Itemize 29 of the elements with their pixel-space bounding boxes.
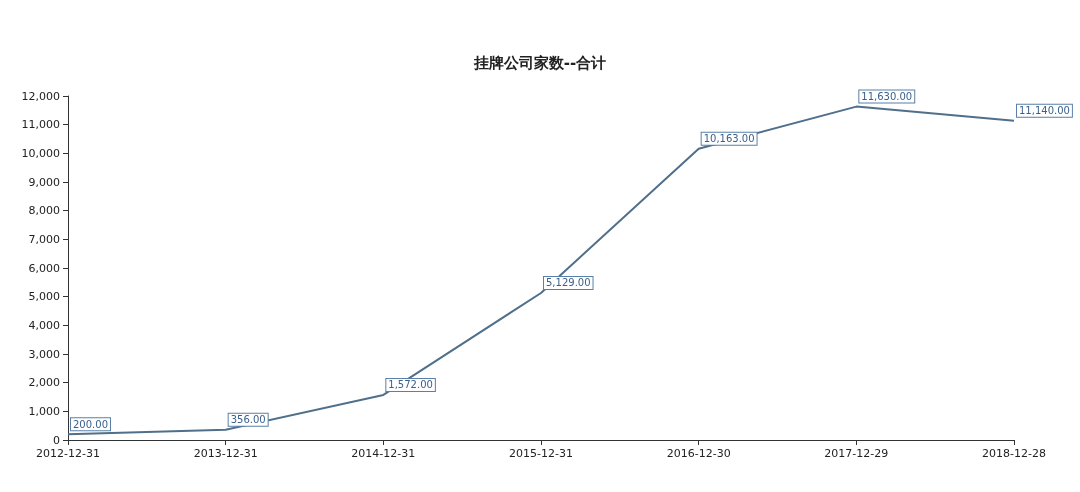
y-tick-label: 10,000 xyxy=(21,146,60,160)
data-label: 200.00 xyxy=(73,418,108,430)
x-tick-label: 2015-12-31 xyxy=(509,447,573,460)
data-label: 1,572.00 xyxy=(388,379,433,391)
y-tick-label: 6,000 xyxy=(28,261,60,275)
y-tick-label: 8,000 xyxy=(28,204,60,218)
y-tick-label: 7,000 xyxy=(28,232,60,246)
x-tick-label: 2017-12-29 xyxy=(824,447,889,460)
y-tick-label: 0 xyxy=(53,433,60,447)
y-tick-label: 2,000 xyxy=(28,376,60,390)
y-tick-label: 1,000 xyxy=(28,404,60,418)
data-label: 356.00 xyxy=(230,414,266,426)
x-tick-label: 2018-12-28 xyxy=(982,447,1046,460)
x-tick-label: 2012-12-31 xyxy=(36,447,100,460)
data-label: 10,163.00 xyxy=(703,133,755,145)
x-tick-label: 2016-12-30 xyxy=(666,447,731,460)
line-series xyxy=(67,105,1015,436)
chart-title: 挂牌公司家数--合计 xyxy=(472,53,607,72)
y-tick-label: 4,000 xyxy=(28,318,60,332)
y-tick-label: 11,000 xyxy=(21,118,60,132)
x-tick-label: 2013-12-31 xyxy=(193,447,258,460)
y-tick-label: 5,000 xyxy=(28,290,60,304)
y-tick-label: 12,000 xyxy=(21,89,60,103)
data-label: 11,630.00 xyxy=(861,91,913,103)
y-tick-label: 9,000 xyxy=(28,175,60,189)
y-tick-label: 3,000 xyxy=(28,347,60,361)
data-label: 11,140.00 xyxy=(1019,105,1070,117)
x-tick-label: 2014-12-31 xyxy=(351,447,416,460)
data-label: 5,129.00 xyxy=(546,277,591,289)
